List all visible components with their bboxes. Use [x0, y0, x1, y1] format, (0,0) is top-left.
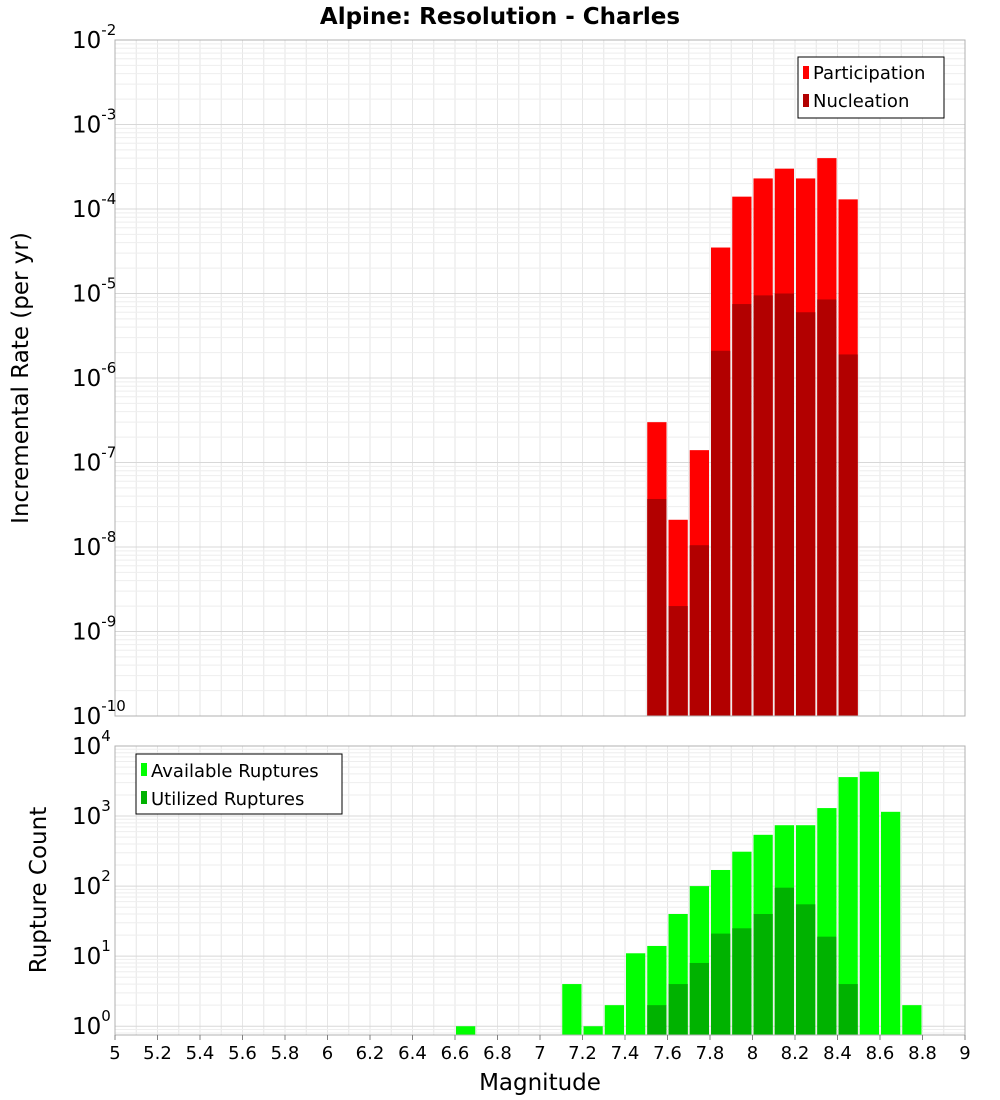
utilized-ruptures-bar: [647, 1005, 667, 1035]
x-tick-label: 6.4: [398, 1043, 427, 1064]
available-legend-swatch: [141, 763, 147, 776]
available-ruptures-bar: [456, 1026, 476, 1035]
rate-y-ticks: 10-10 10-9 10-8 10-7 10-6 10-5 10-4 10-3 10-2: [72, 21, 126, 730]
nucleation-bar: [689, 545, 709, 716]
count-panel: 100 101 102 103 104 5 5.2 5.4 5.6 5.8 6 6.2 6.4 6.6 6…: [26, 727, 971, 1096]
y-tick-label: 10-7: [72, 444, 116, 477]
utilized-ruptures-bar: [774, 887, 794, 1035]
y-tick-label: 10-3: [72, 106, 116, 139]
available-ruptures-bar: [626, 953, 646, 1035]
nucleation-bar: [732, 304, 752, 716]
available-ruptures-bar: [604, 1005, 624, 1035]
y-tick-label: 10-4: [72, 190, 116, 223]
x-tick-label: 6.6: [441, 1043, 470, 1064]
y-tick-label: 10-8: [72, 528, 116, 561]
x-tick-label: 8.2: [781, 1043, 810, 1064]
count-bars: [456, 771, 922, 1035]
nucleation-bar: [838, 354, 858, 716]
x-tick-label: 7.6: [653, 1043, 682, 1064]
utilized-ruptures-bar: [668, 984, 688, 1035]
utilized-ruptures-bar: [711, 933, 731, 1035]
x-tick-label: 5.8: [271, 1043, 300, 1064]
rate-panel: 10-10 10-9 10-8 10-7 10-6 10-5 10-4 10-3 10-2 In…: [8, 21, 966, 730]
utilized-legend-label: Utilized Ruptures: [151, 789, 304, 810]
available-ruptures-bar: [562, 984, 582, 1035]
utilized-ruptures-bar: [796, 904, 816, 1035]
x-tick-label: 6.2: [356, 1043, 385, 1064]
count-y-axis-title: Rupture Count: [26, 807, 52, 973]
nucleation-bar: [796, 312, 816, 716]
y-tick-label: 101: [72, 937, 111, 970]
participation-legend-label: Participation: [813, 63, 925, 84]
x-tick-label: 8.8: [908, 1043, 937, 1064]
available-ruptures-bar: [881, 811, 901, 1035]
utilized-ruptures-bar: [732, 928, 752, 1035]
nucleation-legend-swatch: [803, 94, 809, 107]
x-tick-label: 8.4: [823, 1043, 852, 1064]
y-tick-label: 10-5: [72, 275, 116, 308]
count-legend-box: [135, 753, 343, 815]
utilized-ruptures-bar: [838, 984, 858, 1035]
rate-legend-box: [797, 56, 945, 119]
nucleation-bar: [647, 498, 667, 716]
participation-legend-swatch: [803, 66, 809, 79]
utilized-legend-swatch: [141, 791, 147, 804]
x-tick-label: 5: [109, 1043, 120, 1064]
nucleation-bar: [711, 350, 731, 716]
y-tick-label: 10-9: [72, 613, 116, 646]
utilized-ruptures-bar: [817, 936, 837, 1035]
x-tick-label: 7.4: [611, 1043, 640, 1064]
nucleation-bar: [753, 295, 773, 716]
x-tick-label: 7.8: [696, 1043, 725, 1064]
x-tick-label: 5.4: [186, 1043, 215, 1064]
nucleation-bar: [774, 293, 794, 716]
utilized-ruptures-bar: [689, 962, 709, 1035]
chart-title: Alpine: Resolution - Charles: [320, 4, 680, 30]
rate-y-axis-title: Incremental Rate (per yr): [8, 232, 34, 524]
y-tick-label: 102: [72, 867, 111, 900]
x-tick-label: 8: [747, 1043, 758, 1064]
x-tick-label: 5.6: [228, 1043, 257, 1064]
x-tick-label: 5.2: [143, 1043, 172, 1064]
x-tick-label: 8.6: [866, 1043, 895, 1064]
y-tick-label: 10-10: [72, 697, 126, 730]
x-axis-title: Magnitude: [479, 1070, 601, 1096]
y-tick-label: 100: [72, 1007, 111, 1040]
x-ticks: 5 5.2 5.4 5.6 5.8 6 6.2 6.4 6.6 6.8 7 7.2 7.4 7.6 7.8 8…: [109, 1035, 971, 1064]
rate-grid: [114, 39, 966, 717]
nucleation-bar: [817, 299, 837, 716]
available-ruptures-bar: [859, 771, 879, 1035]
rate-bars: [647, 158, 858, 716]
nucleation-legend-label: Nucleation: [813, 91, 909, 112]
y-tick-label: 10-2: [72, 21, 116, 54]
count-legend: Available Ruptures Utilized Ruptures: [135, 753, 343, 815]
y-tick-label: 10-6: [72, 359, 116, 392]
count-y-ticks: 100 101 102 103 104: [72, 727, 111, 1040]
available-ruptures-bar: [838, 777, 858, 1035]
x-tick-label: 9: [959, 1043, 970, 1064]
y-tick-label: 103: [72, 797, 111, 830]
available-ruptures-bar: [902, 1005, 922, 1035]
utilized-ruptures-bar: [753, 914, 773, 1035]
x-tick-label: 6: [322, 1043, 333, 1064]
rate-legend: Participation Nucleation: [797, 56, 945, 119]
rate-plot-frame: [114, 39, 966, 717]
available-legend-label: Available Ruptures: [151, 761, 319, 782]
y-tick-label: 104: [72, 727, 111, 760]
available-ruptures-bar: [583, 1026, 603, 1035]
x-tick-label: 7: [534, 1043, 545, 1064]
x-tick-label: 7.2: [568, 1043, 597, 1064]
nucleation-bar: [668, 606, 688, 716]
x-tick-label: 6.8: [483, 1043, 512, 1064]
